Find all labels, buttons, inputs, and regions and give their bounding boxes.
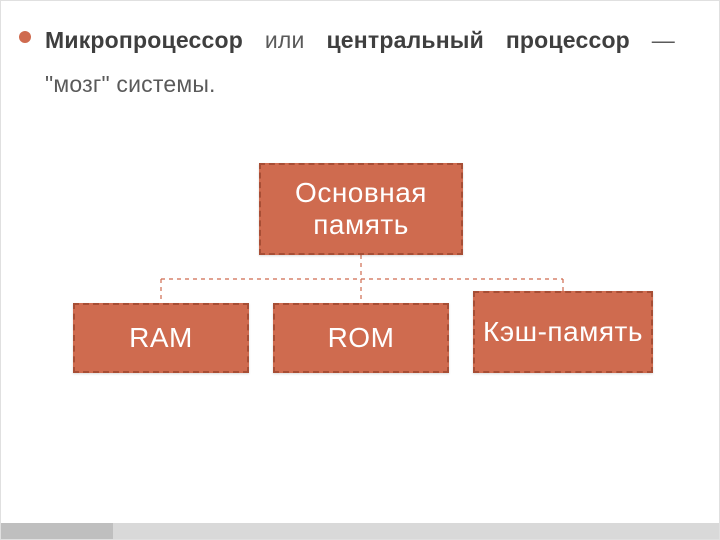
node-label: RAM — [129, 322, 193, 354]
node-cache: Кэш-память — [473, 291, 653, 373]
node-rom: ROM — [273, 303, 449, 373]
slide-frame: Микропроцессор или центральный процессор… — [0, 0, 720, 540]
heading-mid: или — [243, 27, 326, 53]
node-root: Основная память — [259, 163, 463, 255]
bullet-icon — [19, 31, 31, 43]
heading-text: Микропроцессор или центральный процессор… — [45, 19, 675, 106]
footer-accent — [1, 523, 113, 539]
heading-bold-2: центральный процессор — [326, 27, 630, 53]
node-label: Кэш-память — [483, 316, 643, 348]
node-ram: RAM — [73, 303, 249, 373]
node-label: ROM — [328, 322, 395, 354]
memory-hierarchy-diagram: Основная память RAM ROM Кэш-память — [1, 151, 719, 471]
node-label: Основная память — [261, 177, 461, 241]
heading-bold-1: Микропроцессор — [45, 27, 243, 53]
